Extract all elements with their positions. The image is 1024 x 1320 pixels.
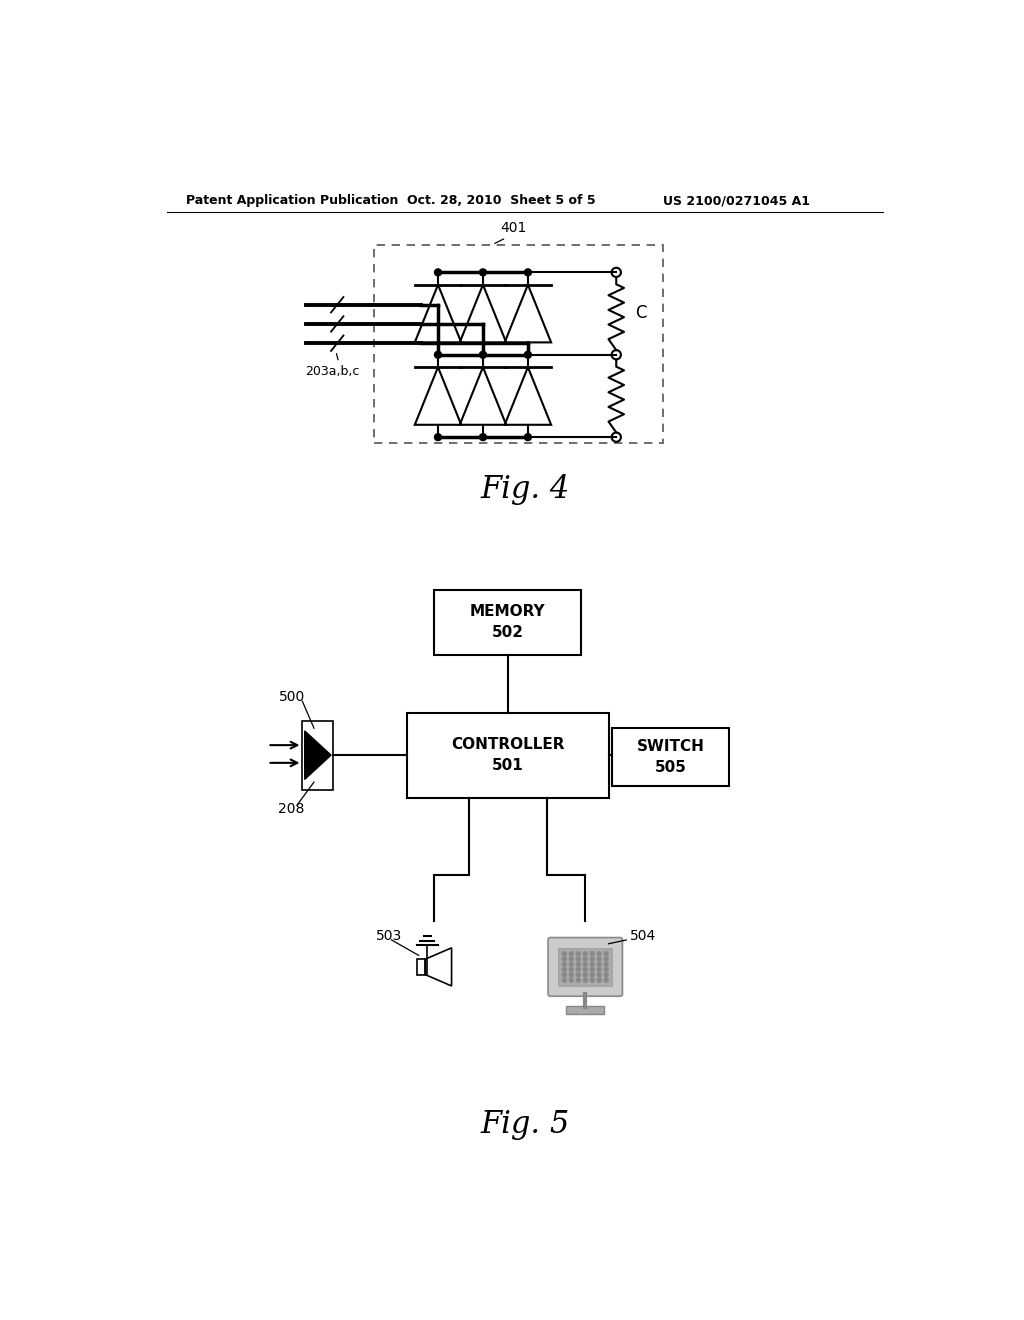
Circle shape [434,351,441,358]
Circle shape [577,968,581,972]
Circle shape [597,973,601,977]
Circle shape [597,952,601,956]
Circle shape [604,962,608,966]
Circle shape [590,968,594,972]
FancyBboxPatch shape [566,1006,604,1014]
Circle shape [577,978,581,982]
Circle shape [584,978,587,982]
Text: 203a,b,c: 203a,b,c [305,364,359,378]
Circle shape [584,957,587,961]
Circle shape [584,968,587,972]
Circle shape [434,434,441,441]
Circle shape [590,952,594,956]
Circle shape [590,978,594,982]
Circle shape [577,952,581,956]
Circle shape [524,434,531,441]
FancyBboxPatch shape [548,937,623,997]
Circle shape [569,968,573,972]
Circle shape [577,957,581,961]
Text: Fig. 5: Fig. 5 [480,1109,569,1140]
Circle shape [584,952,587,956]
Circle shape [577,973,581,977]
Circle shape [597,978,601,982]
Circle shape [434,269,441,276]
Circle shape [597,957,601,961]
Circle shape [604,973,608,977]
Circle shape [562,957,566,961]
Text: 401: 401 [500,222,526,235]
Bar [407,713,608,797]
Circle shape [562,968,566,972]
Text: 504: 504 [630,929,656,942]
Bar [612,729,729,785]
Circle shape [604,978,608,982]
Circle shape [569,957,573,961]
Circle shape [479,351,486,358]
Circle shape [479,434,486,441]
Circle shape [524,351,531,358]
Text: 503: 503 [376,929,402,942]
Circle shape [584,962,587,966]
Circle shape [597,962,601,966]
Text: 500: 500 [280,690,305,705]
Bar [417,960,425,974]
Text: Fig. 4: Fig. 4 [480,474,569,506]
Text: 208: 208 [278,803,304,816]
Circle shape [562,952,566,956]
Text: US 2100/0271045 A1: US 2100/0271045 A1 [663,194,810,207]
Bar [434,590,582,655]
Text: CONTROLLER
501: CONTROLLER 501 [451,737,564,774]
Text: Oct. 28, 2010  Sheet 5 of 5: Oct. 28, 2010 Sheet 5 of 5 [407,194,596,207]
Circle shape [604,952,608,956]
Circle shape [562,973,566,977]
Polygon shape [305,731,331,779]
Circle shape [569,952,573,956]
Text: C: C [636,304,647,322]
Bar [375,244,663,444]
Circle shape [577,962,581,966]
Bar [302,721,334,789]
Circle shape [569,978,573,982]
Circle shape [590,957,594,961]
Circle shape [562,978,566,982]
Circle shape [604,968,608,972]
Circle shape [569,973,573,977]
Text: Patent Application Publication: Patent Application Publication [186,194,398,207]
Circle shape [590,962,594,966]
Circle shape [590,973,594,977]
FancyBboxPatch shape [558,948,612,986]
Circle shape [562,962,566,966]
Circle shape [569,962,573,966]
Circle shape [584,973,587,977]
Circle shape [479,269,486,276]
Text: SWITCH
505: SWITCH 505 [637,739,705,775]
Text: MEMORY
502: MEMORY 502 [470,605,546,640]
Circle shape [604,957,608,961]
Circle shape [524,269,531,276]
Circle shape [597,968,601,972]
